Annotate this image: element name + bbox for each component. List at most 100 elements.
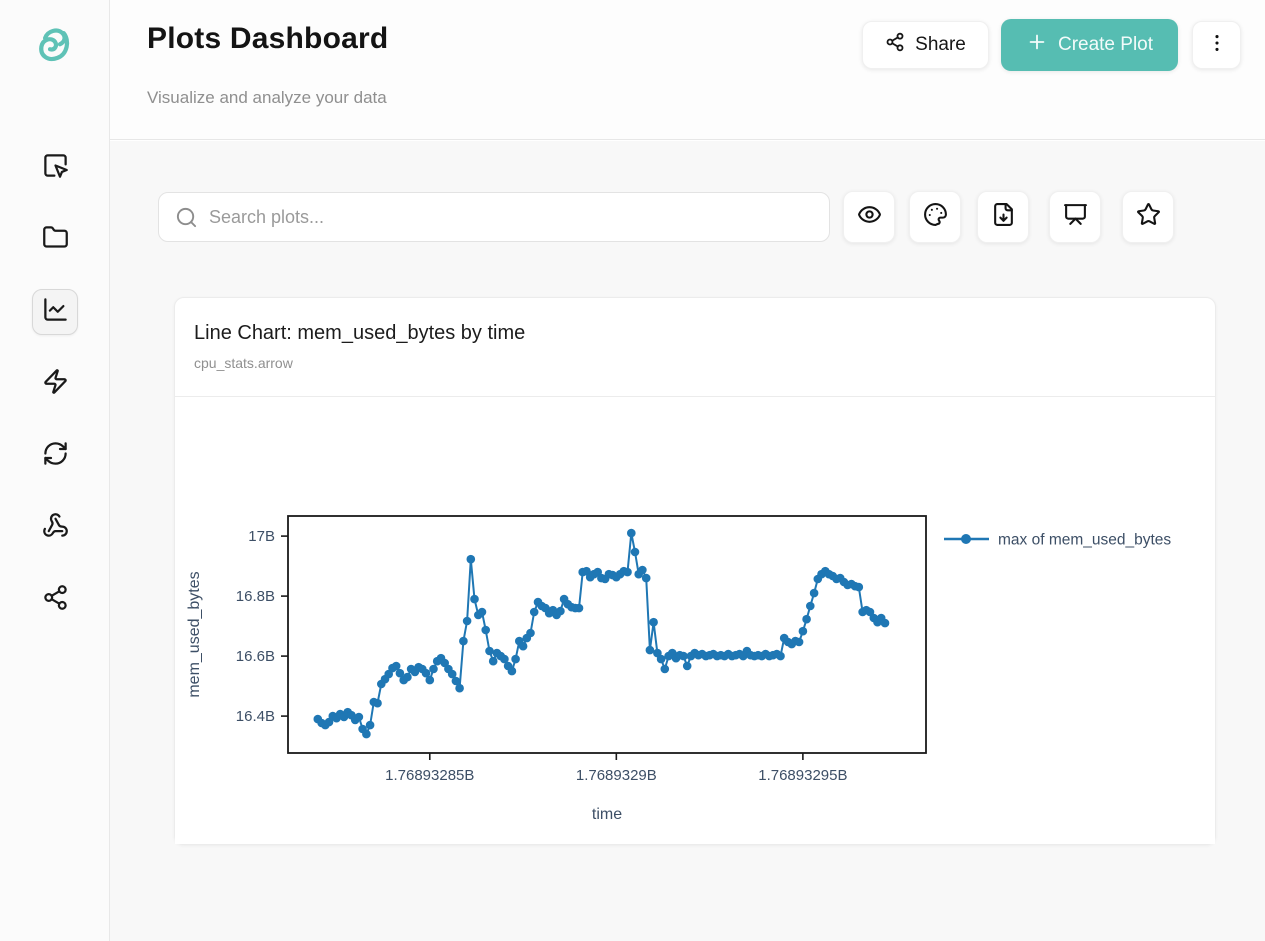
- page-title: Plots Dashboard: [147, 22, 389, 55]
- y-tick-label: 16.6B: [236, 648, 275, 665]
- share-icon: [885, 32, 905, 58]
- app-logo[interactable]: [0, 22, 110, 79]
- series-marker: [794, 637, 804, 647]
- share-icon: [42, 584, 69, 616]
- sidebar-item-files[interactable]: [32, 217, 78, 263]
- series-marker: [362, 729, 371, 739]
- more-options-button[interactable]: [1192, 21, 1241, 69]
- series-marker: [365, 720, 375, 730]
- present-button[interactable]: [1049, 191, 1101, 243]
- sidebar: [0, 0, 110, 941]
- series-marker: [809, 588, 819, 598]
- series-marker: [638, 565, 647, 575]
- series-marker: [656, 654, 666, 664]
- plot-card: Line Chart: mem_used_bytes by time cpu_s…: [174, 297, 1216, 845]
- series-marker: [623, 567, 632, 577]
- series-marker: [511, 654, 520, 664]
- series-marker: [481, 625, 491, 635]
- sidebar-item-sync[interactable]: [32, 433, 78, 479]
- webhook-icon: [42, 512, 69, 544]
- series-marker: [477, 607, 487, 617]
- search-input[interactable]: [209, 193, 819, 241]
- series-marker: [526, 628, 535, 638]
- series-marker: [798, 626, 808, 636]
- series-marker: [556, 606, 565, 616]
- chart-area: 16.4B 16.6B 16.8B 17B 1.76893285B 1.7689329B 1…: [175, 398, 1215, 844]
- series-marker: [425, 675, 435, 685]
- series-marker: [776, 651, 785, 661]
- series-marker: [641, 573, 651, 583]
- series-marker: [466, 554, 476, 564]
- kebab-menu-icon: [1206, 32, 1228, 59]
- series-marker: [470, 594, 479, 604]
- sidebar-item-plots[interactable]: [32, 289, 78, 335]
- presentation-icon: [1063, 202, 1088, 232]
- x-axis-label: time: [592, 806, 622, 823]
- favorite-button[interactable]: [1122, 191, 1174, 243]
- sidebar-item-share[interactable]: [32, 577, 78, 623]
- x-tick-label: 1.76893285B: [385, 767, 474, 784]
- series-marker: [462, 616, 472, 626]
- y-tick-label: 17B: [248, 528, 275, 545]
- view-toggle-button[interactable]: [843, 191, 895, 243]
- series-marker: [488, 656, 498, 666]
- series-marker: [455, 683, 464, 693]
- swirl-logo-icon: [30, 22, 80, 79]
- file-download-icon: [991, 202, 1016, 232]
- x-tick-label: 1.7689329B: [576, 767, 657, 784]
- series-marker: [447, 669, 457, 679]
- square-pointer-icon: [42, 152, 69, 184]
- series-marker: [660, 664, 670, 674]
- eye-icon: [857, 202, 882, 232]
- share-button[interactable]: Share: [862, 21, 989, 69]
- legend-label: max of mem_used_bytes: [998, 532, 1171, 549]
- sidebar-nav: [0, 145, 110, 623]
- share-button-label: Share: [915, 34, 966, 55]
- series-marker: [403, 672, 412, 682]
- export-button[interactable]: [977, 191, 1029, 243]
- refresh-icon: [42, 440, 69, 472]
- series-marker: [645, 645, 655, 655]
- palette-icon: [923, 202, 948, 232]
- sidebar-item-webhooks[interactable]: [32, 505, 78, 551]
- main-content: Line Chart: mem_used_bytes by time cpu_s…: [110, 141, 1265, 941]
- sidebar-item-actions[interactable]: [32, 361, 78, 407]
- series-marker: [373, 698, 382, 708]
- series-marker: [630, 547, 640, 557]
- series-marker: [854, 582, 864, 592]
- line-chart-icon: [42, 296, 69, 328]
- theme-button[interactable]: [909, 191, 961, 243]
- series-marker: [507, 666, 517, 676]
- plot-card-header: Line Chart: mem_used_bytes by time cpu_s…: [175, 298, 1215, 397]
- series-marker: [679, 651, 688, 661]
- series-marker: [806, 601, 815, 611]
- series-marker: [429, 664, 438, 674]
- legend-marker-sample: [961, 534, 971, 544]
- series-marker: [518, 641, 528, 651]
- y-tick-label: 16.4B: [236, 708, 275, 725]
- series-marker: [627, 528, 636, 538]
- star-icon: [1136, 202, 1161, 232]
- zap-icon: [42, 368, 69, 400]
- folder-icon: [42, 224, 69, 256]
- y-axis-label: mem_used_bytes: [186, 571, 203, 697]
- series-marker: [880, 618, 890, 628]
- create-plot-button-label: Create Plot: [1057, 34, 1154, 55]
- series-marker: [682, 661, 692, 671]
- series-marker: [802, 614, 811, 624]
- plus-icon: [1026, 31, 1048, 59]
- plot-card-subtitle: cpu_stats.arrow: [194, 355, 293, 371]
- series-marker: [459, 636, 468, 646]
- page-header: Plots Dashboard Visualize and analyze yo…: [110, 0, 1265, 140]
- series-marker: [485, 646, 494, 656]
- plot-card-title: Line Chart: mem_used_bytes by time: [194, 322, 526, 344]
- series-marker: [391, 661, 401, 671]
- search-box: [158, 192, 830, 242]
- line-chart-figure: 16.4B 16.6B 16.8B 17B 1.76893285B 1.7689329B 1…: [186, 515, 1171, 823]
- series-marker: [500, 654, 509, 664]
- sidebar-item-select[interactable]: [32, 145, 78, 191]
- series-marker: [395, 668, 405, 678]
- y-tick-label: 16.8B: [236, 588, 275, 605]
- create-plot-button[interactable]: Create Plot: [1001, 19, 1178, 71]
- series-marker: [451, 676, 461, 686]
